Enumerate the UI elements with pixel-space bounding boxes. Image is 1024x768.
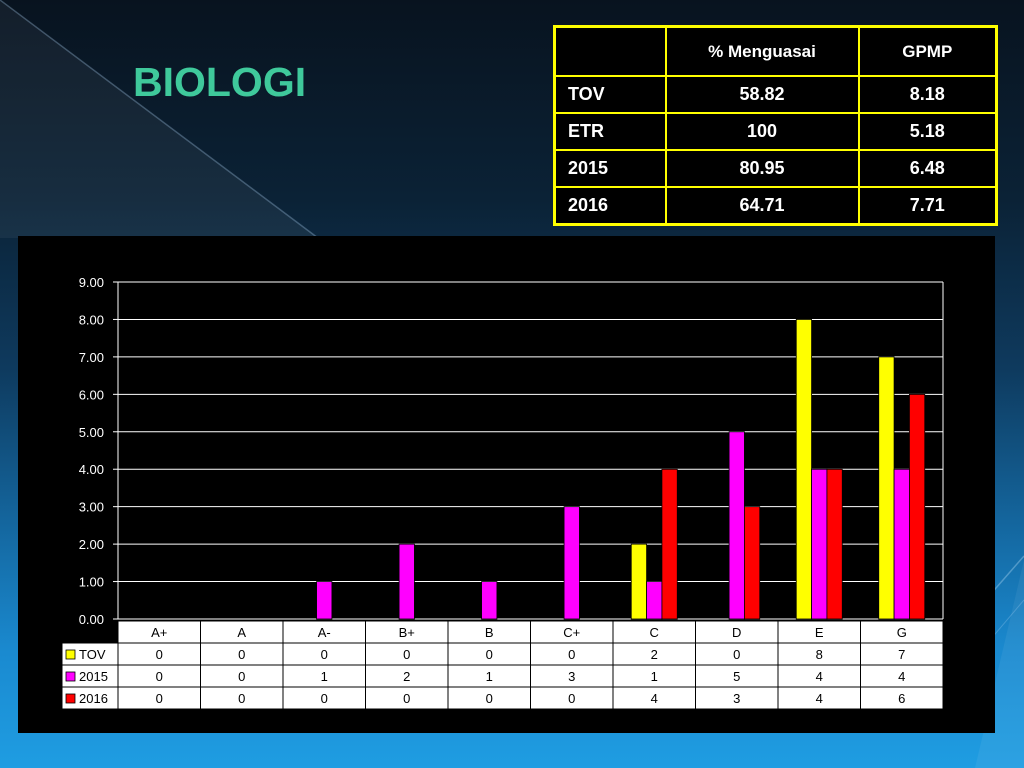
- data-label: 0: [486, 647, 493, 662]
- data-label: 0: [238, 691, 245, 706]
- y-tick-label: 8.00: [79, 312, 104, 327]
- data-label: 0: [733, 647, 740, 662]
- legend-swatch: [65, 671, 76, 682]
- bar-2016-G: [909, 393, 926, 620]
- slide-title: BIOLOGI: [133, 59, 307, 105]
- data-label: 0: [568, 647, 575, 662]
- data-label: 4: [816, 669, 823, 684]
- data-label: 6: [898, 691, 905, 706]
- bars: [316, 319, 926, 620]
- data-label: 0: [321, 647, 328, 662]
- bar-2015-G: [893, 468, 910, 620]
- summary-gpmp-value: 6.48: [857, 149, 998, 188]
- bar-TOV-G: [878, 356, 895, 620]
- y-tick-label: 1.00: [79, 575, 104, 590]
- data-label: 2: [651, 647, 658, 662]
- data-label: 0: [403, 647, 410, 662]
- data-label: 0: [156, 647, 163, 662]
- data-table: A+ A A- B+ B C+ C D E G TOV 0 0 0 0 0 0 2 0 8 7 2015 0 0 1 2 1 3 1 5 4…: [61, 620, 944, 710]
- summary-menguasai-value: 64.71: [664, 186, 860, 226]
- data-label: 0: [156, 691, 163, 706]
- data-label: 2: [403, 669, 410, 684]
- summary-row-label: ETR: [553, 112, 667, 151]
- x-tick-label: A-: [318, 625, 331, 640]
- x-tick-label: B+: [399, 625, 415, 640]
- data-label: 0: [238, 669, 245, 684]
- summary-gpmp-value: 7.71: [857, 186, 998, 226]
- summary-row-tov: TOV 58.82 8.18: [553, 75, 998, 114]
- y-tick-label: 7.00: [79, 350, 104, 365]
- summary-header-gpmp: GPMP: [857, 25, 998, 77]
- legend-label: 2016: [79, 691, 108, 706]
- data-label: 0: [486, 691, 493, 706]
- bar-2015-D: [728, 431, 745, 620]
- y-tick-label: 9.00: [79, 275, 104, 290]
- summary-row-label: 2015: [553, 149, 667, 188]
- data-label: 4: [816, 691, 823, 706]
- summary-row-2015: 2015 80.95 6.48: [553, 149, 998, 188]
- summary-header-menguasai: % Menguasai: [664, 25, 860, 77]
- summary-gpmp-value: 8.18: [857, 75, 998, 114]
- x-tick-label: G: [897, 625, 907, 640]
- data-label: 0: [403, 691, 410, 706]
- x-tick-label: E: [815, 625, 824, 640]
- summary-menguasai-value: 80.95: [664, 149, 860, 188]
- x-tick-label: B: [485, 625, 494, 640]
- data-label: 1: [321, 669, 328, 684]
- summary-menguasai-value: 58.82: [664, 75, 860, 114]
- bar-2016-D: [744, 506, 761, 620]
- legend-swatch: [65, 693, 76, 704]
- legend-swatch: [65, 649, 76, 660]
- bar-2015-A-: [316, 581, 333, 620]
- x-tick-label: C+: [563, 625, 580, 640]
- bar-chart: 0.00 1.00 2.00 3.00 4.00 5.00 6.00 7.00 8.00 9.00…: [18, 236, 995, 733]
- data-label: 8: [816, 647, 823, 662]
- summary-row-label: TOV: [553, 75, 667, 114]
- summary-table: % Menguasai GPMP TOV 58.82 8.18 ETR 100 …: [553, 25, 998, 226]
- value-cell: [860, 686, 944, 710]
- summary-row-2016: 2016 64.71 7.71: [553, 186, 998, 226]
- bar-2015-E: [811, 468, 828, 620]
- data-label: 4: [651, 691, 658, 706]
- y-tick-label: 4.00: [79, 462, 104, 477]
- y-tick-label: 2.00: [79, 537, 104, 552]
- x-tick-label: D: [732, 625, 741, 640]
- data-label: 0: [568, 691, 575, 706]
- data-label: 7: [898, 647, 905, 662]
- bar-chart-svg: 0.00 1.00 2.00 3.00 4.00 5.00 6.00 7.00 8.00 9.00…: [61, 275, 944, 710]
- bar-TOV-C: [630, 543, 647, 620]
- y-tick-label: 3.00: [79, 500, 104, 515]
- data-label: 4: [898, 669, 905, 684]
- y-tick-label: 6.00: [79, 387, 104, 402]
- legend-label: TOV: [79, 647, 106, 662]
- x-tick-label: A+: [151, 625, 167, 640]
- data-label: 5: [733, 669, 740, 684]
- bar-2015-C: [646, 581, 663, 620]
- bar-2015-C+: [563, 506, 580, 620]
- summary-row-etr: ETR 100 5.18: [553, 112, 998, 151]
- legend-label: 2015: [79, 669, 108, 684]
- data-label: 3: [568, 669, 575, 684]
- summary-header-blank: [553, 25, 667, 77]
- bar-2016-C: [661, 468, 678, 620]
- data-label: 1: [651, 669, 658, 684]
- x-tick-label: C: [650, 625, 659, 640]
- y-tick-label: 0.00: [79, 612, 104, 627]
- data-label: 1: [486, 669, 493, 684]
- summary-header-row: % Menguasai GPMP: [553, 25, 998, 77]
- summary-menguasai-value: 100: [664, 112, 860, 151]
- summary-gpmp-value: 5.18: [857, 112, 998, 151]
- bar-TOV-E: [795, 319, 812, 620]
- x-tick-label: A: [237, 625, 246, 640]
- bar-2015-B+: [398, 543, 415, 620]
- bar-2015-B: [481, 581, 498, 620]
- data-label: 0: [156, 669, 163, 684]
- summary-row-label: 2016: [553, 186, 667, 226]
- data-label: 0: [321, 691, 328, 706]
- data-label: 0: [238, 647, 245, 662]
- y-tick-label: 5.00: [79, 425, 104, 440]
- data-label: 3: [733, 691, 740, 706]
- bar-2016-E: [826, 468, 843, 620]
